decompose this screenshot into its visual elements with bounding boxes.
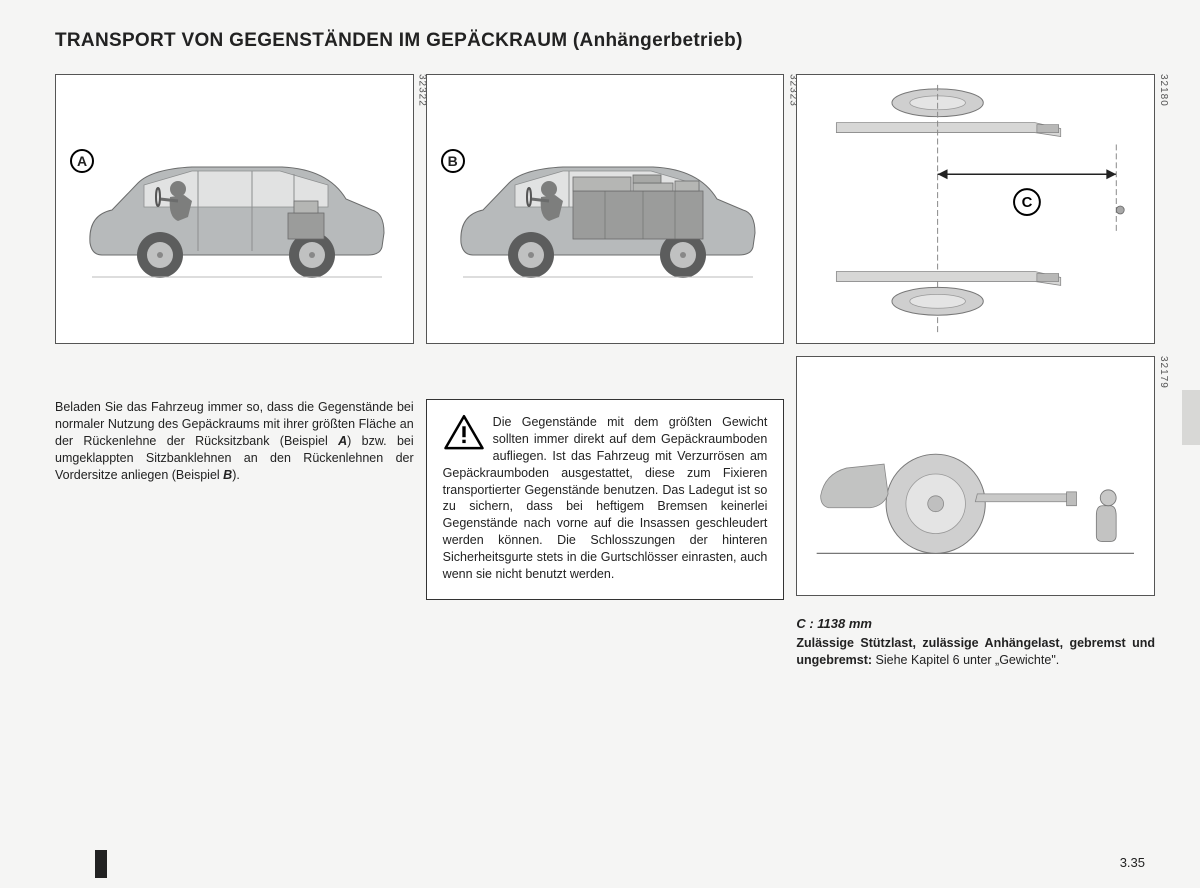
towbar-top-diagram: C	[797, 75, 1154, 343]
warning-box: Die Gegenstände mit dem größten Gewicht …	[426, 399, 785, 600]
column-3: C 32180	[796, 74, 1155, 814]
figure-b-box: B	[426, 74, 785, 344]
column-1: A	[55, 74, 414, 814]
svg-text:C: C	[1022, 195, 1033, 211]
warning-icon	[443, 414, 485, 452]
towbar-side-diagram	[797, 357, 1154, 595]
figure-a-box: A	[55, 74, 414, 344]
side-thumb-tab	[1182, 390, 1200, 445]
trailer-load-text: Zulässige Stützlast, zulässige Anhängela…	[796, 635, 1155, 669]
dimension-c: C : 1138 mm	[796, 616, 1155, 631]
warning-text: Die Gegenstände mit dem größten Gewicht …	[443, 415, 768, 581]
col1-body-text: Beladen Sie das Fahrzeug immer so, dass …	[55, 399, 414, 483]
page-bottom-tab	[95, 850, 107, 878]
column-2: B	[426, 74, 785, 814]
page-number: 3.35	[1120, 855, 1145, 870]
trailer-rest: Siehe Kapitel 6 unter „Gewichte".	[872, 653, 1059, 667]
figure-c-bottom-box	[796, 356, 1155, 596]
figure-c-top-ref: 32180	[1158, 74, 1169, 107]
car-illustration-b	[453, 155, 763, 295]
figure-c-top-box: C	[796, 74, 1155, 344]
figure-c-bottom-ref: 32179	[1158, 356, 1169, 389]
content-columns: A	[55, 74, 1155, 814]
car-illustration-a	[82, 155, 392, 295]
page-title: TRANSPORT VON GEGENSTÄNDEN IM GEPÄCKRAUM…	[55, 30, 1155, 52]
